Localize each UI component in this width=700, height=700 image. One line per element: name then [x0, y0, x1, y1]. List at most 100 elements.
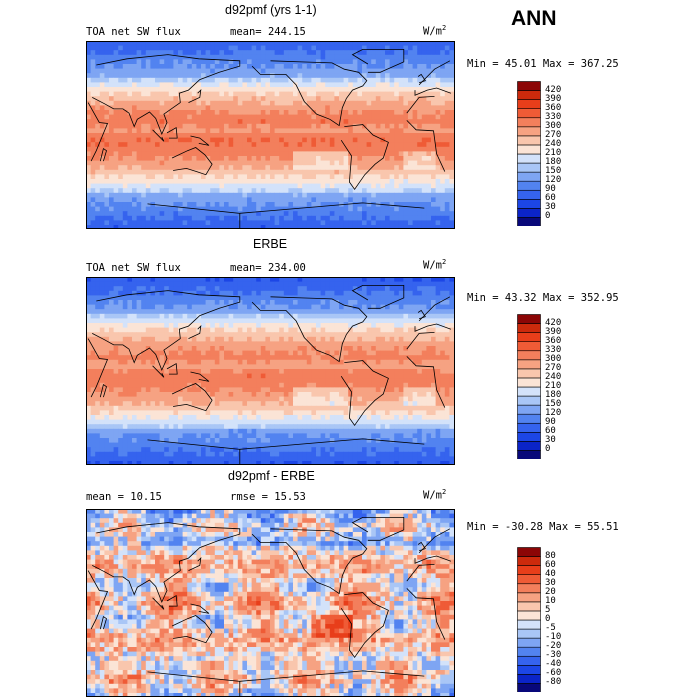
panel1-minmax: Min = 45.01 Max = 367.25: [467, 58, 619, 70]
panel3-colorbar: [517, 547, 541, 692]
panel2-coastline: [152, 365, 165, 378]
panel3-colorbar-swatch: [517, 565, 541, 575]
panel1-coastline: [190, 135, 210, 146]
panel1-colorbar-tick: 180: [545, 157, 562, 168]
panel2-colorbar-tick: 180: [545, 390, 562, 401]
panel2-field: [86, 277, 455, 465]
panel1-coastline: [147, 203, 241, 229]
panel3-coastline: [171, 615, 213, 644]
panel3-colorbar-swatch: [517, 592, 541, 603]
panel1-coastline: [340, 124, 389, 190]
panel2-coastline: [414, 323, 452, 332]
panel1-colorbar-tick: 210: [545, 148, 562, 158]
panel1-colorbar-tick: 360: [545, 102, 562, 113]
panel1-colorbar-swatch: [517, 189, 541, 200]
panel3-coastline: [406, 564, 435, 582]
panel3-colorbar-swatch: [517, 547, 541, 557]
panel3-coastline: [99, 615, 107, 630]
panel3-coastline: [351, 516, 405, 541]
panel2-mean-label: mean= 234.00: [230, 262, 306, 274]
panel1-coastline: [351, 48, 405, 73]
panel2-coastline: [99, 383, 107, 398]
panel2-colorbar-swatch: [517, 432, 541, 442]
panel2-coastline: [87, 338, 109, 398]
panel2-title: ERBE: [253, 237, 288, 251]
panel3-minmax: Min = -30.28 Max = 55.51: [467, 521, 619, 533]
panel2-colorbar: [517, 314, 541, 459]
panel3-colorbar-tick: -60: [545, 668, 562, 679]
panel2-coastline: [147, 439, 241, 465]
panel3-colorbar-swatch: [517, 646, 541, 657]
panel3-colorbar-swatch: [517, 628, 541, 639]
panel1-colorbar-swatch: [517, 135, 541, 146]
panel3-colorbar-tick: 80: [545, 550, 556, 561]
panel1-coastline: [171, 147, 213, 176]
panel1-colorbar-swatch: [517, 117, 541, 128]
panel2-colorbar-swatch: [517, 422, 541, 433]
panel1-map-frame: [86, 41, 455, 229]
panel1-mean-value: 244.15: [267, 26, 306, 38]
panel1-coastline: [406, 120, 446, 172]
panel1-colorbar-swatch: [517, 81, 541, 91]
panel1-coastline: [166, 127, 178, 139]
panel2-colorbar-tick: 30: [545, 435, 556, 446]
panel1-map: [86, 41, 455, 229]
panel2-variable-label: TOA net SW flux: [86, 262, 181, 274]
panel2-colorbar-swatch: [517, 413, 541, 424]
panel3-coastline: [190, 603, 210, 614]
panel2-colorbar-swatch: [517, 441, 541, 451]
panel1-coastline: [92, 54, 241, 136]
panel2-colorbar-tick: 300: [545, 353, 562, 364]
panel1-colorbar-tick: 270: [545, 129, 562, 140]
panel2-coastline: [351, 284, 405, 309]
panel2-mean-text: mean=: [230, 262, 262, 274]
panel1-colorbar-swatch: [517, 162, 541, 173]
panel1-coastline: [152, 129, 165, 142]
panel3-colorbar-swatch: [517, 610, 541, 621]
panel1-mean-label: mean= 244.15: [230, 26, 306, 38]
panel3-colorbar-swatch: [517, 619, 541, 630]
panel2-coastline: [171, 383, 213, 412]
panel2-map: [86, 277, 455, 465]
panel2-coastline: [406, 356, 446, 408]
panel3-field: [86, 509, 455, 697]
panel3-map: [86, 509, 455, 697]
panel2-colorbar-tick: 90: [545, 417, 556, 428]
panel3-colorbar-tick: 40: [545, 568, 556, 579]
panel2-colorbar-tick: 240: [545, 371, 562, 382]
panel1-colorbar-swatch: [517, 171, 541, 182]
panel3-colorbar-tick: -10: [545, 632, 562, 643]
panel2-colorbar-swatch: [517, 395, 541, 406]
panel3-coastline: [406, 588, 446, 640]
panel1-colorbar-swatch: [517, 99, 541, 109]
panel3-colorbar-swatch: [517, 556, 541, 566]
panel2-colorbar-swatch: [517, 350, 541, 361]
panel2-colorbar-tick: 270: [545, 362, 562, 373]
panel3-coastline: [417, 541, 426, 552]
panel2-minmax: Min = 43.32 Max = 352.95: [467, 292, 619, 304]
panel1-colorbar-tick: 0: [545, 211, 551, 222]
panel2-colorbar-tick: 150: [545, 399, 562, 410]
panel3-rmse-text: rmse =: [230, 491, 268, 503]
panel1-colorbar-tick: 120: [545, 175, 562, 186]
panel3-coastline: [251, 528, 368, 595]
panel1-colorbar-swatch: [517, 108, 541, 119]
panel3-colorbar-swatch: [517, 683, 541, 692]
panel1-colorbar: [517, 81, 541, 226]
panel1-variable-label: TOA net SW flux: [86, 26, 181, 38]
panel1-colorbar-tick: 90: [545, 184, 556, 195]
panel3-colorbar-swatch: [517, 601, 541, 612]
panel1-colorbar-tick: 300: [545, 120, 562, 131]
panel2-coastline: [239, 438, 425, 450]
panel2-colorbar-swatch: [517, 332, 541, 342]
panel2-colorbar-swatch: [517, 386, 541, 397]
panel1-coastline: [239, 202, 425, 214]
panel1-colorbar-swatch: [517, 153, 541, 164]
panel1-colorbar-swatch: [517, 217, 541, 226]
panel1-colorbar-swatch: [517, 208, 541, 218]
panel2-colorbar-tick: 330: [545, 344, 562, 355]
panel1-colorbar-swatch: [517, 126, 541, 137]
panel3-colorbar-tick: 10: [545, 595, 556, 606]
panel2-map-frame: [86, 277, 455, 465]
panel2-units-exp: 2: [441, 258, 447, 266]
